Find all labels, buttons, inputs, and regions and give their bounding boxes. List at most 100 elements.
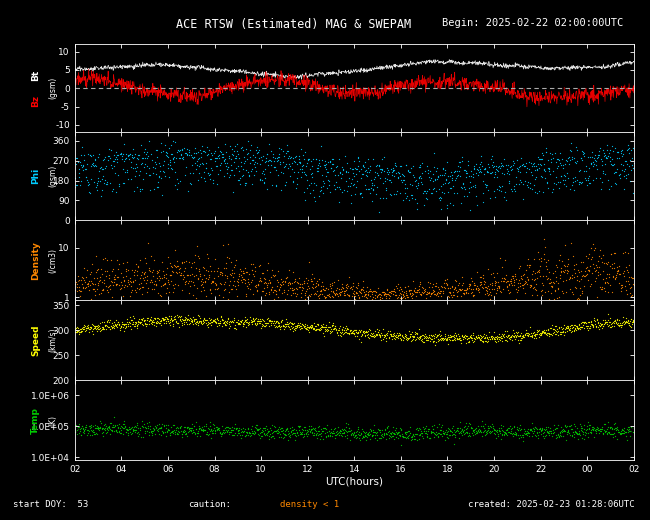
Point	[76, 297, 86, 305]
Point	[450, 282, 460, 291]
Point	[599, 258, 610, 267]
Point	[602, 430, 612, 438]
Point	[110, 275, 120, 283]
Point	[449, 167, 460, 175]
Point	[110, 168, 120, 177]
Point	[261, 422, 272, 431]
Point	[556, 432, 566, 440]
Point	[304, 284, 315, 292]
Point	[609, 259, 619, 267]
Point	[272, 317, 282, 326]
Point	[204, 316, 214, 324]
Point	[228, 171, 239, 179]
Point	[208, 316, 218, 324]
Point	[233, 429, 244, 437]
Point	[116, 321, 126, 330]
Point	[565, 156, 575, 164]
Point	[397, 432, 408, 440]
Point	[189, 272, 200, 280]
Point	[545, 170, 555, 178]
Point	[567, 324, 577, 333]
Point	[488, 335, 499, 344]
Point	[566, 424, 577, 433]
Point	[214, 424, 224, 432]
Point	[508, 185, 519, 193]
Point	[312, 320, 322, 328]
Point	[370, 168, 381, 176]
Point	[406, 436, 416, 444]
Point	[322, 431, 333, 439]
Point	[316, 323, 326, 331]
Point	[209, 315, 220, 323]
Point	[129, 314, 139, 322]
Point	[311, 326, 322, 334]
Point	[378, 325, 388, 333]
Point	[307, 428, 317, 437]
Point	[370, 287, 381, 295]
Point	[159, 319, 169, 328]
Point	[302, 324, 312, 333]
Point	[251, 146, 261, 154]
Point	[250, 166, 261, 175]
Point	[309, 425, 320, 434]
Point	[566, 239, 577, 247]
Point	[414, 334, 424, 343]
Point	[391, 282, 401, 290]
Point	[81, 173, 91, 181]
Point	[217, 428, 228, 437]
Point	[428, 170, 438, 178]
Point	[302, 279, 312, 288]
Point	[489, 430, 500, 438]
Point	[238, 269, 248, 277]
Point	[493, 283, 504, 291]
Point	[188, 317, 199, 326]
Point	[370, 288, 381, 296]
Point	[290, 431, 300, 439]
Point	[378, 431, 389, 439]
Point	[607, 424, 618, 433]
Point	[188, 319, 198, 328]
Point	[542, 178, 552, 186]
Point	[83, 181, 93, 189]
Point	[591, 425, 601, 433]
Point	[380, 176, 391, 185]
Point	[432, 175, 443, 183]
Point	[481, 332, 491, 341]
Point	[231, 152, 242, 160]
Point	[424, 289, 435, 297]
Point	[264, 316, 274, 324]
Point	[200, 264, 210, 272]
Point	[281, 297, 292, 305]
Point	[148, 427, 159, 436]
Point	[541, 179, 552, 187]
Point	[335, 290, 345, 298]
Point	[183, 187, 194, 195]
Point	[262, 150, 272, 158]
Point	[259, 274, 269, 282]
Point	[608, 147, 618, 155]
Point	[163, 425, 174, 434]
Point	[220, 278, 230, 286]
Point	[410, 330, 420, 339]
Point	[244, 320, 254, 329]
Point	[559, 261, 569, 269]
Point	[395, 294, 405, 302]
Point	[458, 183, 469, 191]
Point	[97, 424, 107, 432]
Point	[583, 174, 593, 182]
Point	[185, 151, 196, 159]
Point	[356, 430, 366, 438]
Point	[443, 331, 453, 340]
Point	[252, 319, 262, 327]
Point	[205, 289, 216, 297]
Point	[482, 265, 493, 274]
Point	[571, 284, 581, 293]
Point	[601, 318, 612, 327]
Point	[623, 279, 634, 288]
Point	[156, 138, 166, 147]
Point	[291, 179, 302, 188]
Point	[142, 314, 153, 322]
Point	[463, 432, 473, 440]
Point	[528, 159, 539, 167]
Point	[425, 166, 436, 175]
